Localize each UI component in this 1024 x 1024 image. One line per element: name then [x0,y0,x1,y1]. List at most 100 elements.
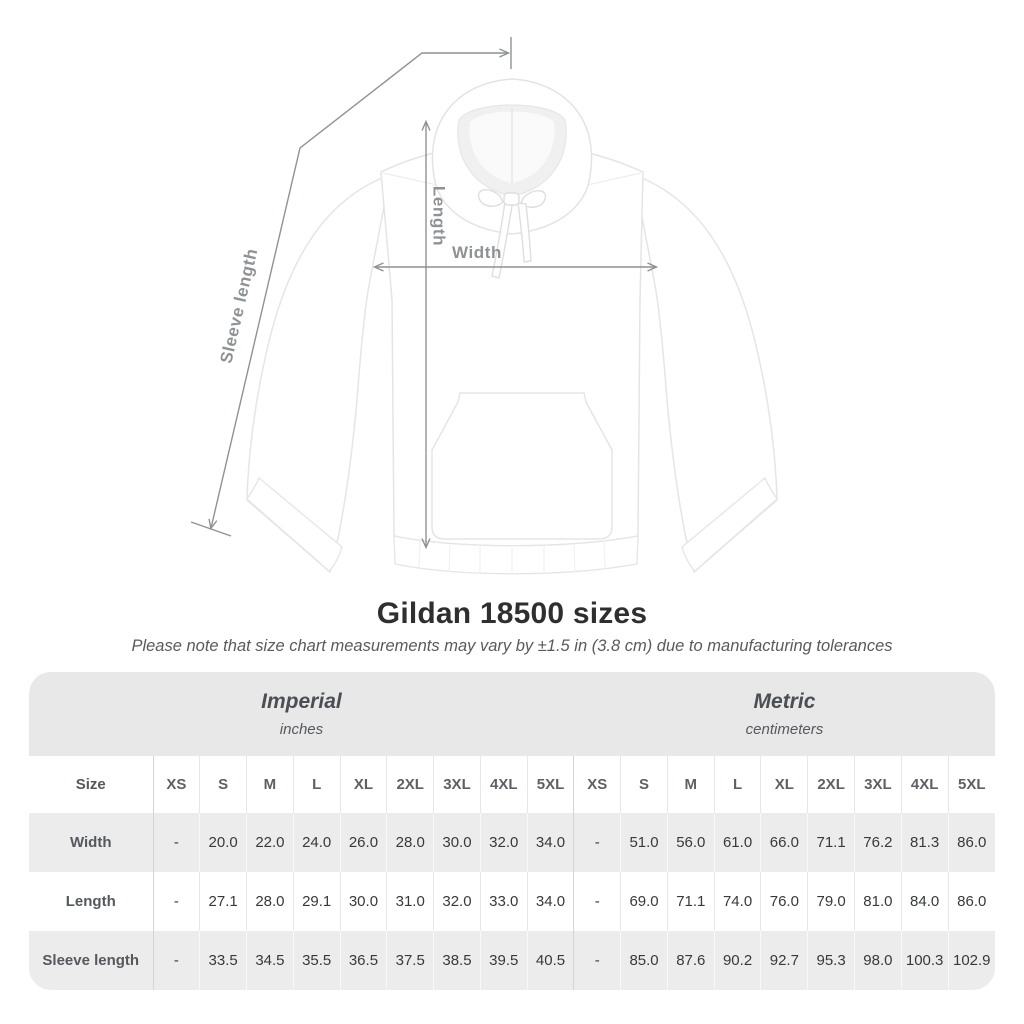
cell-value: 76.2 [853,813,902,872]
cell-value: 71.1 [807,813,855,872]
sleeve-length-arrow [208,48,511,531]
cell-value: - [573,931,621,990]
cell-value: 40.5 [526,931,574,990]
size-col-metric-l: L [713,756,761,813]
width-label: Width [452,243,502,262]
measurement-arrows [190,37,659,550]
size-col-imperial-m: M [246,756,294,813]
size-col-metric-m: M [666,756,715,813]
size-col-metric-xl: XL [760,756,808,813]
cell-value: 31.0 [386,872,434,931]
table-row: Length -27.1 28.0 29.1 30.0 31.0 32.0 33.0 34.0-… [29,872,995,931]
hoodie-illustration [246,78,778,575]
cell-value: 102.9 [947,931,995,990]
hoodie-right-cuff [681,477,778,572]
cell-value: 30.0 [433,813,481,872]
cell-value: 28.0 [246,872,294,931]
metric-label: Metric [753,690,816,713]
imperial-label: Imperial [261,690,342,713]
cell-value: 61.0 [713,813,761,872]
size-col-imperial-3xl: 3XL [433,756,481,813]
cell-value: 85.0 [620,931,668,990]
metric-header: Metric centimeters [574,672,995,756]
cell-value: - [152,931,200,990]
cell-value: 29.1 [292,872,341,931]
cell-value: 74.0 [713,872,761,931]
size-col-metric-xs: XS [573,756,621,813]
size-table: Imperial inches Metric centimeters Size … [29,672,995,990]
hoodie-pocket [431,392,613,540]
cell-value: 24.0 [292,813,341,872]
length-label: Length [430,186,449,246]
cell-value: 81.0 [853,872,902,931]
cell-value: 86.0 [947,872,995,931]
row-label: Length [65,893,116,910]
cell-value: 98.0 [853,931,902,990]
cell-value: - [573,872,621,931]
cell-value: 69.0 [620,872,668,931]
cell-value: 86.0 [947,813,995,872]
row-label: Sleeve length [42,952,140,969]
cell-value: 71.1 [666,872,715,931]
size-col-metric-3xl: 3XL [853,756,902,813]
size-col-imperial-2xl: 2XL [386,756,434,813]
cell-value: 32.0 [433,872,481,931]
cell-value: 87.6 [666,931,715,990]
cell-value: 33.0 [479,872,528,931]
cell-value: 38.5 [433,931,481,990]
cell-value: 28.0 [386,813,434,872]
cell-value: 27.1 [199,872,247,931]
tolerance-note: Please note that size chart measurements… [131,637,893,655]
cell-value: 20.0 [199,813,247,872]
cell-value: - [152,813,200,872]
cell-value: 33.5 [199,931,247,990]
size-col-imperial-s: S [199,756,247,813]
row-label: Width [69,834,112,851]
imperial-header: Imperial inches [29,672,574,756]
cell-value: 35.5 [292,931,341,990]
metric-unit-label: centimeters [745,721,824,738]
size-col-metric-2xl: 2XL [807,756,855,813]
hoodie-hem [393,535,639,575]
imperial-unit-label: inches [279,721,324,738]
cell-value: 56.0 [666,813,715,872]
table-row: Width -20.0 22.0 24.0 26.0 28.0 30.0 32.0 34.0-5… [29,813,995,872]
cell-value: 36.5 [339,931,387,990]
cell-value: 90.2 [713,931,761,990]
hoodie-right-sleeve [633,174,778,573]
table-row: Sleeve length -33.5 34.5 35.5 36.5 37.5 38.5 39… [29,931,995,990]
hoodie-hem-ribbing [418,540,606,575]
cell-value: 32.0 [479,813,528,872]
size-col-imperial-xl: XL [339,756,387,813]
cell-value: 34.0 [526,813,574,872]
cell-value: 92.7 [760,931,808,990]
size-header-row: Size XS S M L XL 2XL 3XL 4XL 5XL XS S M L XL 2XL 3XL 4XL… [29,756,995,813]
sleeve-length-bottom-tick [190,521,232,537]
measurement-rows: Width -20.0 22.0 24.0 26.0 28.0 30.0 32.0 34.0-5… [29,813,995,990]
cell-value: 84.0 [900,872,949,931]
cell-value: 22.0 [246,813,294,872]
size-col-imperial-xs: XS [152,756,200,813]
cell-value: - [152,872,200,931]
sleeve-length-label: Sleeve length [217,246,262,365]
size-col-imperial-l: L [292,756,341,813]
cell-value: 39.5 [479,931,528,990]
cell-value: 76.0 [760,872,808,931]
cell-value: 81.3 [900,813,949,872]
size-col-imperial-4xl: 4XL [479,756,528,813]
cell-value: 37.5 [386,931,434,990]
page-title: Gildan 18500 sizes [376,597,648,630]
cell-value: 34.5 [246,931,294,990]
unit-system-header-row: Imperial inches Metric centimeters [29,672,995,756]
size-col-metric-4xl: 4XL [900,756,949,813]
hoodie-measurement-diagram: Sleeve length Length Width [190,37,778,575]
size-col-metric-5xl: 5XL [947,756,995,813]
cell-value: 30.0 [339,872,387,931]
cell-value: 79.0 [807,872,855,931]
cell-value: 66.0 [760,813,808,872]
cell-value: 95.3 [807,931,855,990]
size-table-container: Imperial inches Metric centimeters Size … [29,672,995,990]
cell-value: 100.3 [900,931,949,990]
cell-value: 51.0 [620,813,668,872]
cell-value: - [573,813,621,872]
